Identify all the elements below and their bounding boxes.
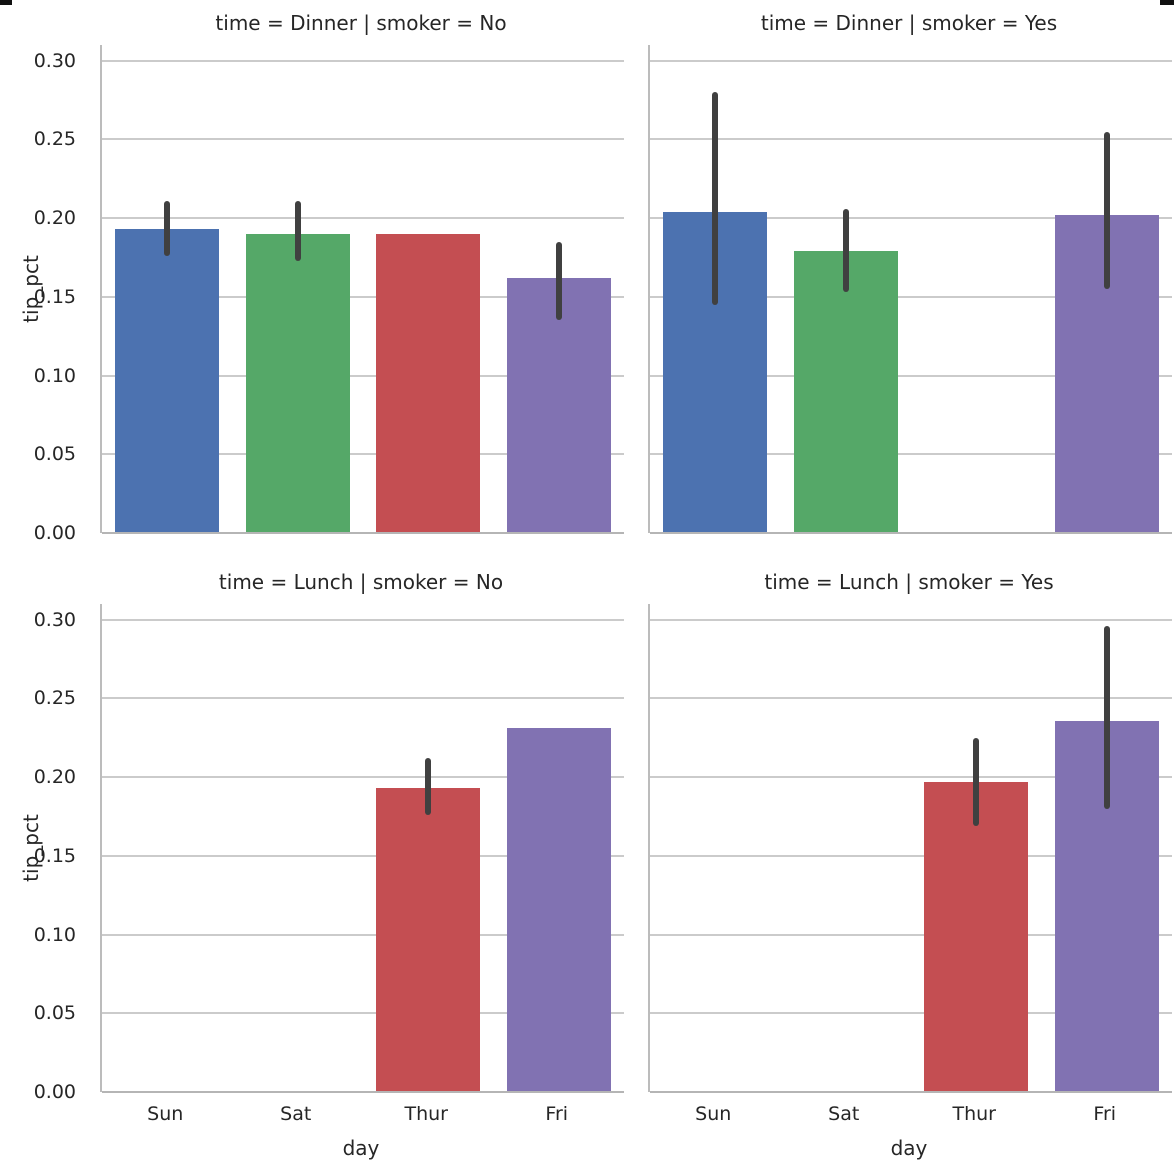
gridline: [102, 854, 624, 857]
y-tick: 0.20: [33, 207, 76, 230]
x-axis-label: day: [890, 1136, 928, 1160]
y-tick: 0.30: [33, 49, 76, 72]
gridline: [650, 59, 1172, 62]
facet-panel-lunch-smoker: [648, 604, 1172, 1093]
bar-sun: [115, 229, 220, 533]
y-tick: 0.15: [33, 285, 76, 308]
x-tick-sun: Sun: [147, 1103, 184, 1125]
gridline: [102, 217, 624, 220]
gridline: [650, 618, 1172, 621]
x-tick-labels: Sun Sat Thur Fri: [648, 1100, 1170, 1128]
x-tick-fri: Fri: [545, 1103, 569, 1125]
y-tick: 0.10: [33, 364, 76, 387]
y-tick: 0.00: [33, 1081, 76, 1103]
bar-thur: [376, 233, 481, 533]
gridline: [650, 217, 1172, 220]
y-tick: 0.25: [33, 687, 76, 710]
bar-fri: [506, 728, 611, 1092]
errorbar-sat: [294, 200, 301, 261]
y-tick-labels: 0.30 0.25 0.20 0.15 0.10 0.05 0.00: [26, 604, 88, 1103]
y-tick-labels: 0.30 0.25 0.20 0.15 0.10 0.05 0.00: [26, 45, 88, 544]
y-tick: 0.05: [33, 443, 76, 466]
bar-sat: [793, 251, 898, 533]
facet-title-dinner-smoker: time = Dinner | smoker = Yes: [760, 11, 1058, 35]
gridline: [102, 618, 624, 621]
x-tick-sat: Sat: [828, 1103, 860, 1125]
x-axis-label: day: [342, 1136, 380, 1160]
bar-fri: [506, 277, 611, 533]
errorbar-fri: [1103, 626, 1110, 809]
gridline: [102, 1012, 624, 1015]
gridline: [650, 453, 1172, 456]
gridline: [102, 59, 624, 62]
bar-sat: [245, 233, 350, 533]
x-axis-spine: [650, 532, 1172, 534]
y-tick: 0.20: [33, 766, 76, 789]
facet-title-lunch-smoker: time = Lunch | smoker = Yes: [764, 570, 1054, 594]
x-axis-spine: [102, 532, 624, 534]
facet-title-lunch-nonsmoker: time = Lunch | smoker = No: [218, 570, 504, 594]
gridline: [650, 933, 1172, 936]
screenshot-corner-artifact: [0, 0, 12, 5]
gridline: [102, 933, 624, 936]
x-tick-fri: Fri: [1093, 1103, 1117, 1125]
errorbar-thur: [425, 758, 432, 815]
gridline: [102, 776, 624, 779]
gridline: [650, 697, 1172, 700]
gridline: [102, 295, 624, 298]
gridline: [650, 295, 1172, 298]
y-tick: 0.05: [33, 1002, 76, 1025]
gridline: [650, 1012, 1172, 1015]
gridline: [650, 776, 1172, 779]
errorbar-sun: [712, 92, 719, 305]
gridline: [102, 697, 624, 700]
screenshot-corner-artifact: [1160, 0, 1174, 5]
y-tick: 0.10: [33, 923, 76, 946]
gridline: [650, 138, 1172, 141]
facet-panel-dinner-nonsmoker: [100, 45, 624, 534]
y-tick: 0.15: [33, 844, 76, 867]
bar-thur: [924, 781, 1029, 1092]
gridline: [102, 138, 624, 141]
gridline: [102, 453, 624, 456]
x-tick-thur: Thur: [952, 1103, 996, 1125]
bar-thur: [376, 788, 481, 1092]
y-tick: 0.30: [33, 608, 76, 631]
errorbar-fri: [555, 241, 562, 321]
facet-panel-dinner-smoker: [648, 45, 1172, 534]
x-axis-spine: [102, 1091, 624, 1093]
gridline: [650, 854, 1172, 857]
gridline: [102, 374, 624, 377]
facet-title-dinner-nonsmoker: time = Dinner | smoker = No: [215, 11, 507, 35]
errorbar-fri: [1103, 131, 1110, 289]
errorbar-sat: [842, 208, 849, 293]
facet-panel-lunch-nonsmoker: [100, 604, 624, 1093]
gridline: [650, 374, 1172, 377]
x-axis-spine: [650, 1091, 1172, 1093]
x-tick-thur: Thur: [404, 1103, 448, 1125]
x-tick-labels: Sun Sat Thur Fri: [100, 1100, 622, 1128]
y-tick: 0.00: [33, 522, 76, 544]
errorbar-sun: [164, 200, 171, 256]
y-tick: 0.25: [33, 128, 76, 151]
errorbar-thur: [973, 737, 980, 826]
x-tick-sun: Sun: [695, 1103, 732, 1125]
x-tick-sat: Sat: [280, 1103, 312, 1125]
